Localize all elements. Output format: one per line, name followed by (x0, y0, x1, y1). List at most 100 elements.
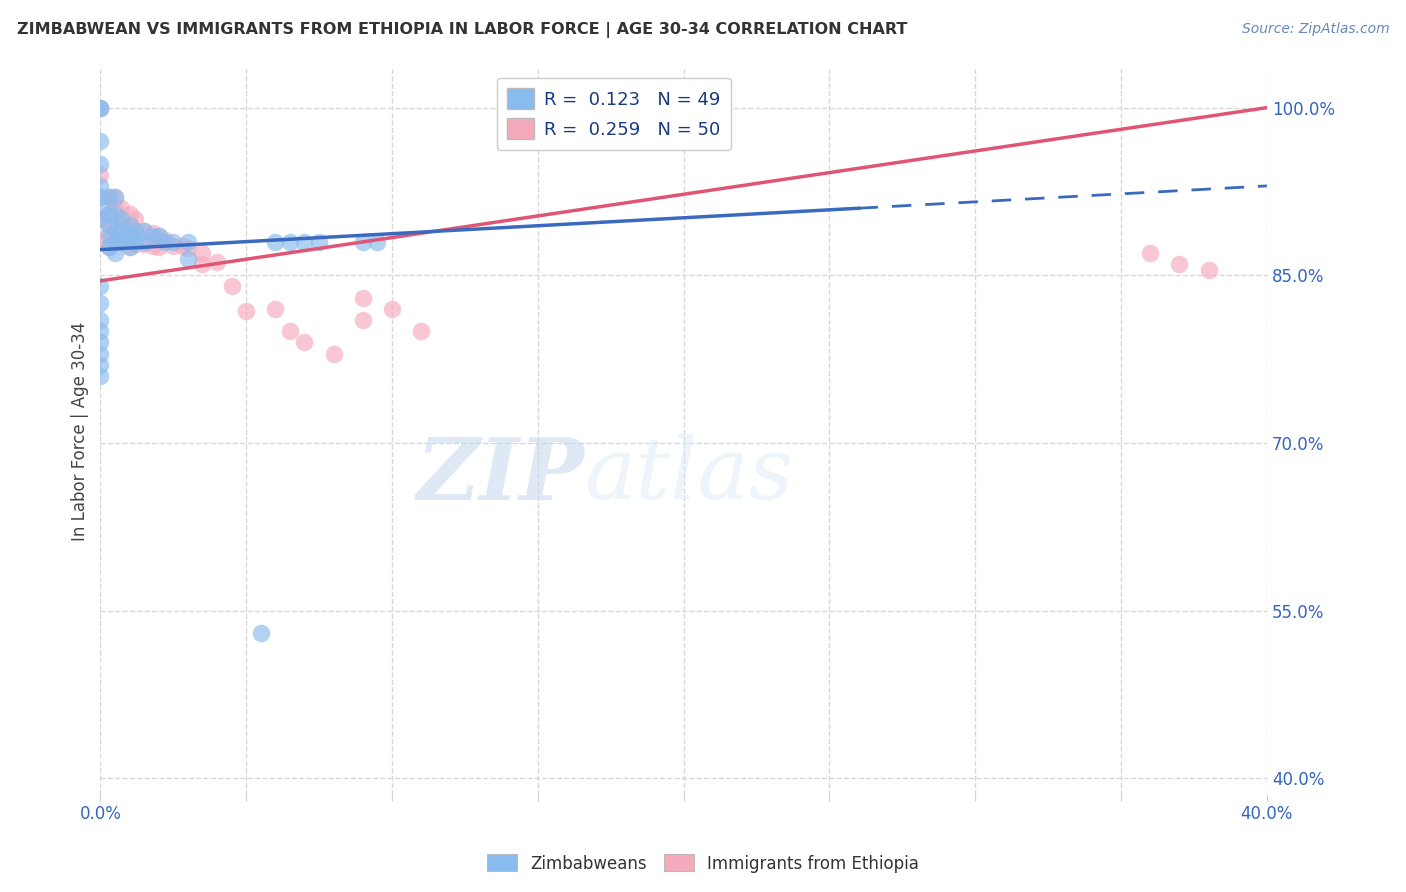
Point (104, 246, 127, 260)
Point (177, 235, 200, 249)
Point (1168, 257, 1191, 271)
Point (191, 246, 214, 260)
Point (104, 218, 127, 232)
Point (98, 190, 121, 204)
Point (89, 178, 111, 193)
Point (118, 240, 141, 254)
Text: atlas: atlas (585, 434, 793, 516)
Point (205, 255, 228, 269)
Point (118, 240, 141, 254)
Point (98, 229, 121, 244)
Point (89, 101, 111, 115)
Point (118, 229, 141, 244)
Point (118, 207, 141, 221)
Point (278, 235, 301, 249)
Point (264, 301, 287, 316)
Point (110, 201, 132, 215)
Point (89, 279, 111, 293)
Point (124, 224, 146, 238)
Point (124, 237, 146, 252)
Point (352, 291, 374, 305)
Point (89, 101, 111, 115)
Point (98, 207, 121, 221)
Point (98, 218, 121, 232)
Point (89, 201, 111, 215)
Point (104, 233, 127, 247)
Legend: Zimbabweans, Immigrants from Ethiopia: Zimbabweans, Immigrants from Ethiopia (481, 847, 925, 880)
Point (118, 218, 141, 232)
Point (110, 235, 132, 249)
Point (89, 358, 111, 372)
Point (294, 235, 316, 249)
Point (142, 239, 165, 253)
Point (89, 346, 111, 360)
Point (89, 212, 111, 227)
Point (118, 218, 141, 232)
Point (104, 190, 127, 204)
Point (191, 257, 214, 271)
Point (89, 368, 111, 383)
Text: ZIMBABWEAN VS IMMIGRANTS FROM ETHIOPIA IN LABOR FORCE | AGE 30-34 CORRELATION CH: ZIMBABWEAN VS IMMIGRANTS FROM ETHIOPIA I… (17, 22, 907, 38)
Text: Source: ZipAtlas.com: Source: ZipAtlas.com (1241, 22, 1389, 37)
Point (89, 235, 111, 249)
Point (264, 235, 287, 249)
Point (162, 239, 184, 253)
Point (98, 190, 121, 204)
Point (153, 233, 176, 247)
Y-axis label: In Labor Force | Age 30-34: In Labor Force | Age 30-34 (72, 322, 89, 541)
Point (89, 212, 111, 227)
Point (132, 235, 155, 249)
Point (89, 134, 111, 148)
Point (170, 239, 193, 253)
Point (366, 235, 388, 249)
Point (142, 226, 165, 240)
Point (162, 235, 184, 249)
Point (89, 156, 111, 170)
Point (89, 296, 111, 310)
Point (132, 224, 155, 238)
Point (132, 237, 155, 252)
Point (249, 626, 271, 640)
Point (89, 101, 111, 115)
Point (1198, 262, 1220, 277)
Text: ZIP: ZIP (416, 434, 585, 517)
Point (278, 324, 301, 338)
Point (308, 235, 330, 249)
Point (110, 224, 132, 238)
Point (98, 207, 121, 221)
Point (221, 279, 243, 293)
Point (352, 313, 374, 327)
Point (89, 324, 111, 338)
Point (110, 235, 132, 249)
Point (142, 229, 165, 244)
Point (104, 201, 127, 215)
Point (89, 190, 111, 204)
Point (98, 224, 121, 238)
Point (177, 252, 200, 266)
Point (124, 224, 146, 238)
Point (381, 301, 404, 316)
Point (124, 235, 146, 249)
Point (294, 335, 316, 350)
Point (104, 190, 127, 204)
Point (98, 240, 121, 254)
Point (177, 242, 200, 256)
Point (124, 212, 146, 227)
Point (104, 207, 127, 221)
Point (110, 212, 132, 227)
Point (352, 235, 374, 249)
Point (132, 224, 155, 238)
Point (89, 313, 111, 327)
Point (148, 240, 170, 254)
Point (89, 168, 111, 182)
Point (98, 240, 121, 254)
Point (110, 218, 132, 232)
Point (104, 235, 127, 249)
Point (322, 346, 344, 360)
Point (118, 229, 141, 244)
Point (148, 229, 170, 244)
Point (89, 190, 111, 204)
Legend: R =  0.123   N = 49, R =  0.259   N = 50: R = 0.123 N = 49, R = 0.259 N = 50 (496, 78, 731, 150)
Point (1139, 246, 1161, 260)
Point (153, 235, 176, 249)
